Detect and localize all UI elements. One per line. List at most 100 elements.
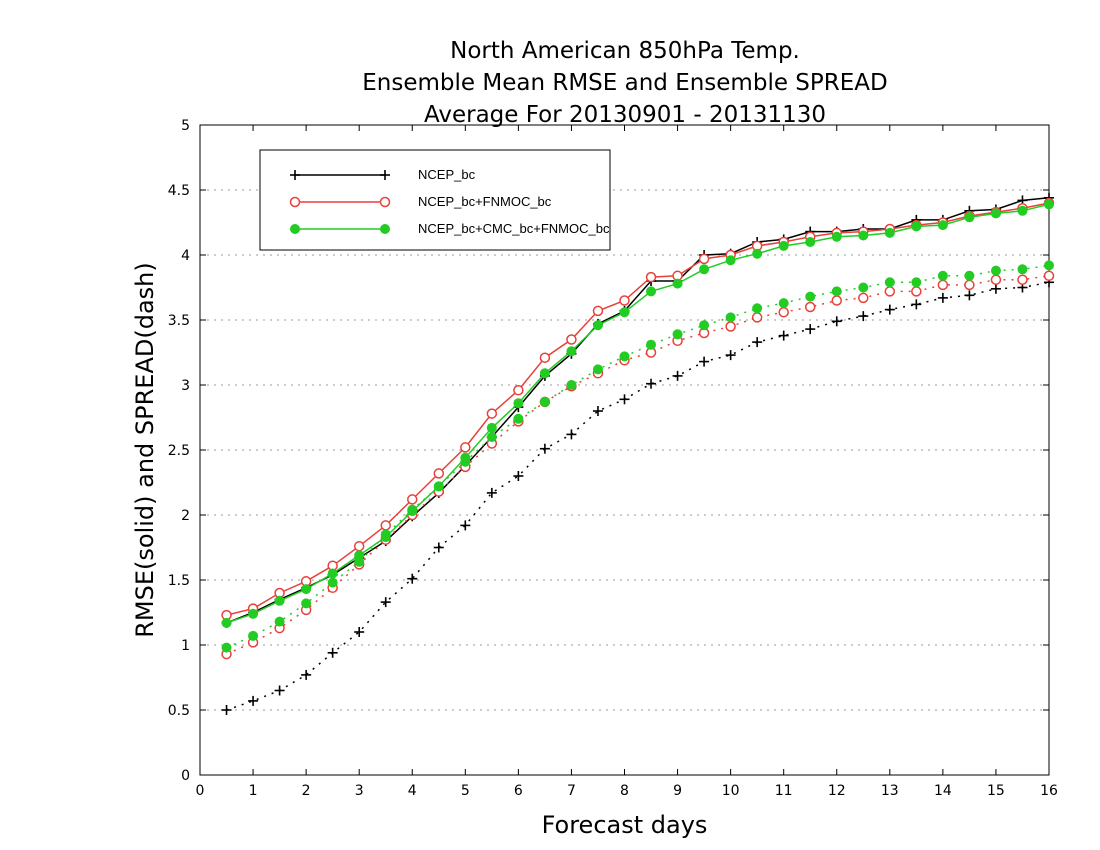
spread-point (513, 413, 524, 424)
rmse-point (619, 295, 630, 306)
spread-point (778, 306, 789, 318)
spread-line (226, 281, 1050, 711)
rmse-line (226, 202, 1050, 616)
rmse-point (619, 307, 630, 318)
rmse-point (539, 352, 551, 363)
spread-point (964, 290, 975, 301)
chart-title-line: Average For 20130901 - 20131130 (424, 102, 826, 128)
legend-label: NCEP_bc+CMC_bc+FNMOC_bc (418, 221, 610, 236)
rmse-point (937, 220, 948, 231)
legend-entry: NCEP_bc (290, 167, 476, 182)
spread-point (248, 630, 259, 641)
spread-point (274, 685, 285, 696)
spread-point (566, 380, 577, 390)
axis-ticks: 0 1 2 3 4 5 6 7 8 9 10 11 12 13 14 15 1600.511.522.533.5… (168, 118, 1058, 799)
y-tick-label: 0 (181, 768, 190, 784)
spread-point (699, 320, 710, 331)
rmse-point (380, 520, 391, 531)
x-tick-label: 14 (934, 783, 952, 799)
rmse-point (1017, 205, 1028, 216)
x-tick-label: 6 (514, 783, 523, 799)
spread-point (672, 329, 683, 340)
spread-point (725, 350, 736, 361)
legend-entry: NCEP_bc+CMC_bc+FNMOC_bc (290, 221, 610, 236)
spread-point (619, 351, 630, 362)
spread-point (566, 429, 577, 440)
spread-point (778, 298, 789, 309)
x-tick-label: 8 (620, 783, 629, 799)
spread-point (752, 337, 763, 348)
series-2 (221, 199, 1054, 653)
x-tick-label: 16 (1040, 783, 1058, 799)
spread-line (226, 275, 1050, 655)
x-tick-label: 5 (461, 783, 470, 799)
spread-point (592, 406, 603, 416)
rmse-point (858, 230, 869, 241)
rmse-point (566, 346, 577, 357)
legend-box (259, 149, 611, 251)
rmse-point (539, 368, 550, 379)
spread-point (778, 330, 789, 341)
spread-point (990, 274, 1002, 285)
spread-point (699, 356, 710, 367)
spread-point (990, 265, 1001, 276)
x-tick-label: 1 (249, 783, 258, 799)
legend-marker (290, 170, 300, 180)
spread-point (911, 277, 922, 288)
grid-lines (200, 189, 1049, 711)
legend-label: NCEP_bc (418, 167, 476, 182)
spread-point (486, 487, 497, 498)
rmse-point (646, 286, 657, 297)
x-tick-label: 0 (196, 783, 205, 799)
rmse-point (354, 550, 365, 561)
rmse-point (327, 568, 338, 579)
rmse-line (226, 203, 1050, 624)
rmse-point (380, 532, 391, 543)
x-axis-label: Forecast days (542, 811, 708, 839)
y-tick-label: 4.5 (168, 183, 190, 199)
rmse-line (226, 197, 1050, 624)
legend-entry: NCEP_bc+FNMOC_bc (289, 194, 552, 209)
legend-marker (380, 170, 390, 180)
rmse-point (1044, 199, 1054, 210)
chart-title: North American 850hPa Temp. Ensemble Mean… (362, 38, 887, 128)
spread-point (858, 311, 869, 322)
rmse-point (592, 305, 604, 317)
y-tick-label: 5 (181, 118, 190, 134)
spread-point (646, 378, 657, 389)
spread-point (460, 520, 471, 531)
spread-point (884, 304, 895, 315)
spread-point (805, 324, 816, 335)
y-tick-label: 0.5 (168, 703, 190, 719)
rmse-point (513, 398, 524, 409)
spread-point (911, 299, 922, 310)
spread-point (937, 279, 949, 291)
y-tick-label: 1 (181, 638, 190, 654)
spread-point (539, 443, 550, 454)
spread-point (858, 282, 869, 293)
series-1 (221, 197, 1055, 660)
rmse-point (274, 595, 285, 606)
series-group (221, 192, 1055, 715)
spread-point (725, 312, 736, 323)
y-tick-label: 3.5 (168, 313, 190, 329)
y-tick-label: 4 (181, 248, 190, 264)
spread-point (990, 283, 1001, 294)
spread-point (831, 286, 842, 297)
legend-marker (380, 224, 390, 234)
rmse-point (460, 442, 471, 453)
rmse-point (699, 264, 710, 275)
x-tick-label: 15 (987, 783, 1005, 799)
series-0 (221, 192, 1054, 715)
x-tick-label: 11 (775, 783, 793, 799)
x-tick-label: 13 (881, 783, 899, 799)
spread-point (804, 301, 816, 313)
rmse-point (433, 481, 444, 492)
rmse-point (407, 506, 418, 517)
legend: NCEP_bc NCEP_bc+FNMOC_bc NCEP_bc+CMC_bc+FN… (259, 149, 611, 251)
legend-marker (379, 196, 391, 208)
y-tick-label: 2 (181, 508, 190, 524)
spread-point (433, 542, 444, 553)
y-tick-label: 1.5 (168, 573, 190, 589)
spread-point (725, 321, 736, 332)
